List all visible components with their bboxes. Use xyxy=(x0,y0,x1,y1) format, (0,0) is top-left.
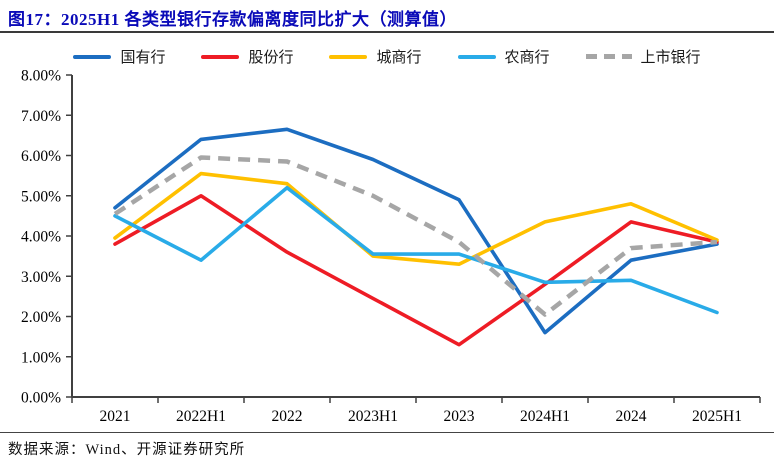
legend-label: 上市银行 xyxy=(640,50,701,66)
y-tick-label: 1.00% xyxy=(21,349,61,366)
title-divider xyxy=(0,31,774,33)
x-tick-label: 2024 xyxy=(616,408,647,425)
legend-label: 国有行 xyxy=(120,50,166,66)
x-tick-label: 2022 xyxy=(272,408,303,425)
legend-item-chengshanghang: 城商行 xyxy=(329,46,422,67)
y-tick-label: 5.00% xyxy=(21,188,61,205)
x-tick-label: 2022H1 xyxy=(176,408,226,425)
y-tick-label: 2.00% xyxy=(21,309,61,326)
source-divider xyxy=(0,432,774,433)
line-chart: 0.00% 1.00% 2.00% 3.00% 4.00% 5.00% 6.00% 7.00%… xyxy=(21,70,761,425)
y-tick-label: 0.00% xyxy=(21,390,61,407)
y-tick-label: 6.00% xyxy=(21,148,61,165)
x-tick-label: 2021 xyxy=(100,408,131,425)
y-tick-label: 4.00% xyxy=(21,229,61,246)
series-line-0-国有行 xyxy=(113,127,719,335)
line-swatch-icon xyxy=(457,54,496,59)
x-tick-label: 2025H1 xyxy=(692,408,742,425)
figure-source: 数据来源：Wind、开源证券研究所 xyxy=(8,442,246,458)
line-swatch-icon xyxy=(201,54,240,59)
series-line-1-股份行 xyxy=(113,194,719,347)
legend-item-guoyouhang: 国有行 xyxy=(73,46,165,67)
legend-item-shangshiyinhang: 上市银行 xyxy=(585,46,701,67)
y-tick-label: 8.00% xyxy=(21,70,61,85)
x-tick-label: 2023 xyxy=(444,408,475,425)
series-line-2-城商行 xyxy=(113,171,719,266)
dashed-line-swatch-icon xyxy=(585,54,632,59)
y-tick-label: 3.00% xyxy=(21,269,61,286)
x-tick-label: 2024H1 xyxy=(520,408,570,425)
series-line-3-农商行 xyxy=(113,185,719,315)
line-swatch-icon xyxy=(73,54,112,59)
line-swatch-icon xyxy=(329,54,368,59)
chart-legend: 国有行 股份行 城商行 农商行 上市银行 xyxy=(0,46,774,67)
series-line-4-上市银行 xyxy=(113,155,718,317)
x-tick-label: 2023H1 xyxy=(348,408,398,425)
figure-title: 图17：2025H1 各类型银行存款偏离度同比扩大（测算值） xyxy=(8,10,457,29)
legend-label: 城商行 xyxy=(376,50,422,66)
legend-item-nongshanghang: 农商行 xyxy=(457,46,550,67)
legend-label: 股份行 xyxy=(248,50,294,66)
legend-label: 农商行 xyxy=(504,50,550,66)
y-tick-label: 7.00% xyxy=(21,108,61,125)
legend-item-gufenhang: 股份行 xyxy=(201,46,293,67)
